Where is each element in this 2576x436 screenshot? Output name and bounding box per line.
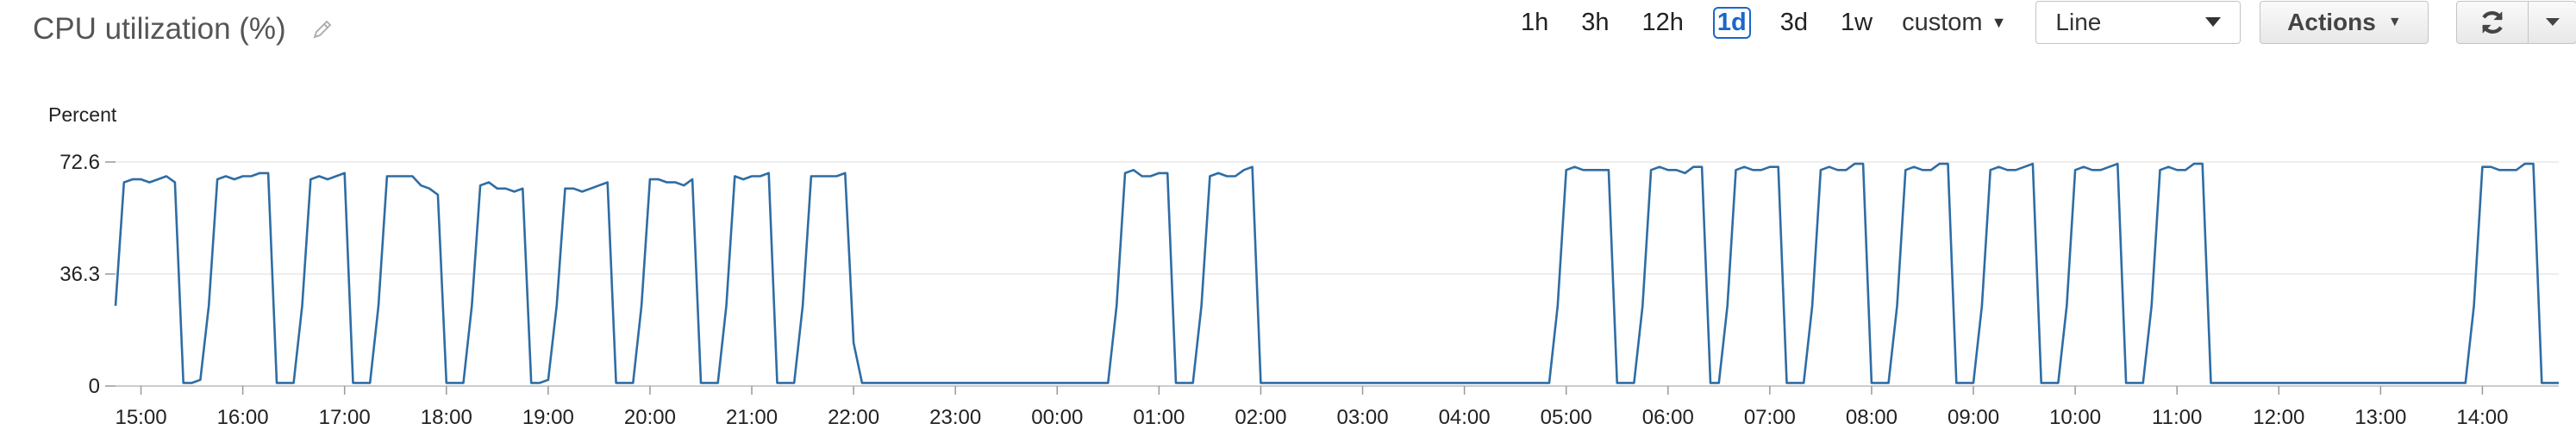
refresh-button[interactable]: [2456, 1, 2529, 44]
x-tick-label: 03:00: [1336, 406, 1388, 429]
y-tick-label: 72.6: [59, 151, 100, 174]
x-tick-label: 10:00: [2049, 406, 2101, 429]
x-tick-label: 07:00: [1744, 406, 1796, 429]
x-tick-label: 20:00: [624, 406, 676, 429]
x-tick-label: 19:00: [522, 406, 574, 429]
x-tick-label: 21:00: [726, 406, 778, 429]
x-tick-label: 15:00: [115, 406, 166, 429]
x-tick-label: 13:00: [2354, 406, 2406, 429]
cpu-series-line: [114, 162, 2559, 384]
range-3h-button[interactable]: 3h: [1581, 8, 1610, 36]
x-tick-label: 16:00: [217, 406, 269, 429]
x-tick-label: 06:00: [1642, 406, 1694, 429]
x-tick-label: 08:00: [1846, 406, 1898, 429]
x-tick-label: 14:00: [2456, 406, 2508, 429]
grid-layer: [116, 161, 2559, 387]
x-tick-label: 04:00: [1439, 406, 1491, 429]
series-layer: [114, 162, 2559, 384]
x-tick-label: 01:00: [1133, 406, 1185, 429]
x-tick-label: 09:00: [1948, 406, 1999, 429]
range-1d-button[interactable]: 1d: [1712, 6, 1751, 39]
caret-down-icon: [2205, 17, 2222, 27]
custom-range-label: custom: [1902, 8, 1983, 36]
x-tick-label: 02:00: [1235, 406, 1286, 429]
refresh-icon: [2482, 11, 2504, 34]
caret-down-icon: [2545, 18, 2560, 26]
cpu-utilization-chart: 0 36.3 72.6 15:00 16:00 17:00 18:00 19:00 20:00…: [59, 151, 2559, 429]
x-tick-label: 11:00: [2152, 406, 2202, 429]
x-tick-label: 05:00: [1541, 406, 1592, 429]
refresh-options-button[interactable]: [2529, 1, 2576, 44]
chart-type-select[interactable]: Line: [2035, 1, 2241, 44]
toolbar: 1h 3h 12h 1d 3d 1w custom ▼ Line Actions…: [1517, 0, 2576, 45]
actions-label: Actions: [2287, 9, 2376, 35]
caret-down-icon: ▼: [2387, 15, 2402, 29]
chart-type-value: Line: [2055, 9, 2102, 35]
y-tick-label: 0: [89, 375, 100, 398]
range-3d-button[interactable]: 3d: [1779, 8, 1809, 36]
title-row: CPU utilization (%): [33, 7, 333, 52]
x-tick-label: 22:00: [828, 406, 879, 429]
range-12h-button[interactable]: 12h: [1641, 8, 1684, 36]
y-tick-label: 36.3: [59, 263, 100, 286]
pencil-icon[interactable]: [312, 19, 333, 40]
x-tick-label: 18:00: [421, 406, 472, 429]
caret-down-icon: ▼: [1991, 13, 2007, 31]
x-tick-label: 00:00: [1031, 406, 1083, 429]
custom-range-dropdown[interactable]: custom ▼: [1902, 9, 2006, 37]
y-tick-layer: 0 36.3 72.6: [59, 151, 116, 398]
range-1w-button[interactable]: 1w: [1841, 8, 1873, 36]
actions-button[interactable]: Actions ▼: [2260, 1, 2429, 44]
page-title: CPU utilization (%): [33, 12, 286, 46]
range-1h-button[interactable]: 1h: [1521, 8, 1549, 36]
x-tick-label: 12:00: [2253, 406, 2304, 429]
x-tick-label: 23:00: [929, 406, 981, 429]
x-tick-layer: 15:00 16:00 17:00 18:00 19:00 20:00 21:00 22:00…: [115, 386, 2508, 429]
x-tick-label: 17:00: [319, 406, 371, 429]
y-axis-label: Percent: [48, 103, 117, 126]
